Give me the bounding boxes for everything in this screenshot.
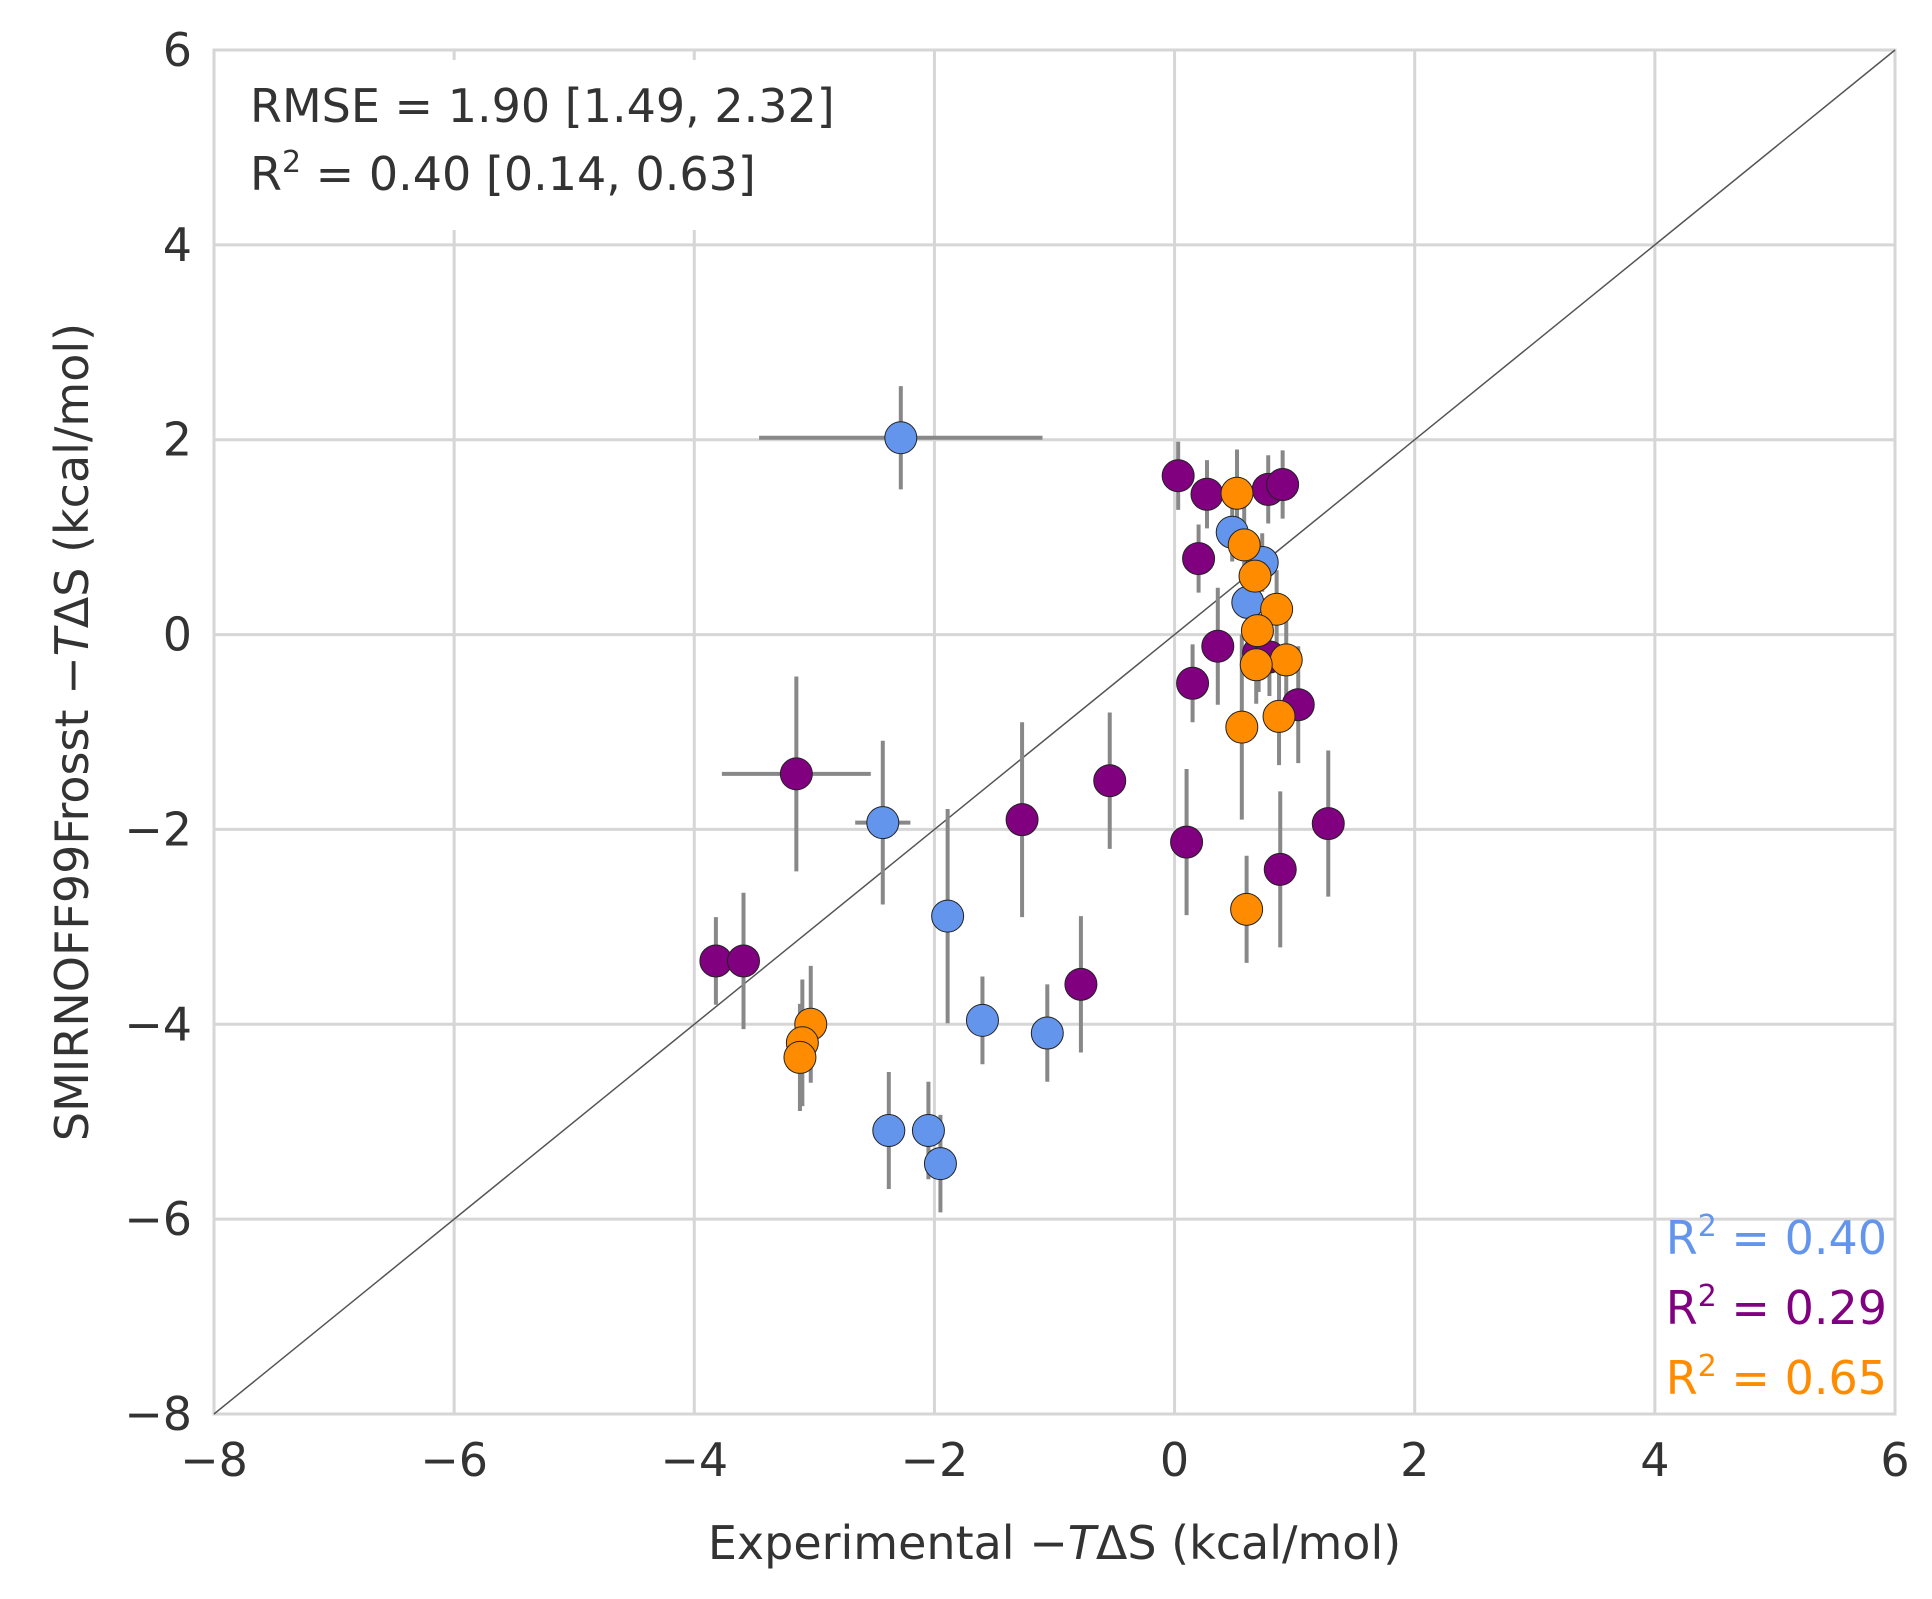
point bbox=[727, 944, 761, 978]
point bbox=[1170, 825, 1204, 859]
point bbox=[1266, 468, 1300, 502]
annotation-box bbox=[224, 60, 924, 230]
x-tick-label: −2 bbox=[901, 1433, 969, 1487]
point bbox=[872, 1113, 906, 1147]
point bbox=[783, 1040, 817, 1074]
point bbox=[1239, 648, 1273, 682]
label-part: ΔS (kcal/mol) bbox=[1096, 1516, 1401, 1570]
y-tick-label: −2 bbox=[124, 802, 192, 856]
label-part: SMIRNOFF99Frosst − bbox=[45, 656, 99, 1141]
y-tick-label: −4 bbox=[124, 997, 192, 1051]
text-sup: 2 bbox=[1698, 1209, 1717, 1244]
y-tick-label: −8 bbox=[124, 1387, 192, 1441]
series-stat: R2 = 0.29 bbox=[1666, 1279, 1887, 1335]
point bbox=[884, 421, 918, 455]
point bbox=[1269, 643, 1303, 677]
text-sup: 2 bbox=[282, 145, 301, 180]
series-stat: R2 = 0.65 bbox=[1666, 1349, 1887, 1405]
x-tick-label: −6 bbox=[420, 1433, 488, 1487]
point bbox=[1225, 710, 1259, 744]
text-base: R bbox=[1666, 1351, 1698, 1405]
point bbox=[779, 757, 813, 791]
point bbox=[923, 1147, 957, 1181]
label-part: T bbox=[45, 624, 99, 656]
text-base: R bbox=[250, 147, 282, 201]
point bbox=[911, 1113, 945, 1147]
x-tick-label: −8 bbox=[180, 1433, 248, 1487]
text-sup: 2 bbox=[1698, 1349, 1717, 1384]
point bbox=[1064, 967, 1098, 1001]
point bbox=[1227, 528, 1261, 562]
annotation: RMSE = 1.90 [1.49, 2.32] bbox=[250, 79, 835, 133]
identity-line bbox=[213, 49, 1896, 1415]
text-sup: 2 bbox=[1698, 1279, 1717, 1314]
text-base: R bbox=[1666, 1211, 1698, 1265]
text-rest: = 0.40 bbox=[1717, 1211, 1887, 1265]
y-tick-label: −6 bbox=[124, 1192, 192, 1246]
y-tick-label: 0 bbox=[163, 608, 192, 662]
series-stat: R2 = 0.40 bbox=[1666, 1209, 1887, 1265]
point bbox=[1182, 542, 1216, 576]
y-tick-label: 6 bbox=[163, 23, 192, 77]
point bbox=[1030, 1016, 1064, 1050]
point bbox=[1005, 803, 1039, 837]
text-rest: RMSE = 1.90 [1.49, 2.32] bbox=[250, 79, 835, 133]
point bbox=[965, 1003, 999, 1037]
y-axis-label: SMIRNOFF99Frosst −TΔS (kcal/mol) bbox=[45, 323, 99, 1141]
point bbox=[1161, 459, 1195, 493]
point bbox=[1263, 852, 1297, 886]
label-part: Experimental − bbox=[708, 1516, 1068, 1570]
x-axis-label: Experimental −TΔS (kcal/mol) bbox=[708, 1516, 1401, 1570]
annotation: R2 = 0.40 [0.14, 0.63] bbox=[250, 145, 756, 201]
y-tick-label: 2 bbox=[163, 413, 192, 467]
label-part: ΔS (kcal/mol) bbox=[45, 323, 99, 628]
text-rest: = 0.40 [0.14, 0.63] bbox=[301, 147, 756, 201]
plot-frame bbox=[212, 48, 1897, 1416]
text-rest: = 0.65 bbox=[1717, 1351, 1887, 1405]
point bbox=[1230, 892, 1264, 926]
point bbox=[1238, 559, 1272, 593]
point bbox=[1311, 807, 1345, 841]
x-tick-label: 6 bbox=[1880, 1433, 1909, 1487]
x-tick-label: 4 bbox=[1640, 1433, 1669, 1487]
point bbox=[1176, 666, 1210, 700]
point bbox=[1240, 614, 1274, 648]
point bbox=[1093, 764, 1127, 798]
x-tick-label: −4 bbox=[660, 1433, 728, 1487]
text-base: R bbox=[1666, 1281, 1698, 1335]
point bbox=[931, 899, 965, 933]
point bbox=[1201, 629, 1235, 663]
point bbox=[1260, 592, 1294, 626]
point bbox=[1220, 476, 1254, 510]
x-tick-label: 0 bbox=[1160, 1433, 1189, 1487]
x-tick-label: 2 bbox=[1400, 1433, 1429, 1487]
point bbox=[1262, 699, 1296, 733]
text-rest: = 0.29 bbox=[1717, 1281, 1887, 1335]
point bbox=[866, 806, 900, 840]
label-part: T bbox=[1068, 1516, 1100, 1570]
point bbox=[1190, 477, 1224, 511]
y-tick-label: 4 bbox=[163, 218, 192, 272]
